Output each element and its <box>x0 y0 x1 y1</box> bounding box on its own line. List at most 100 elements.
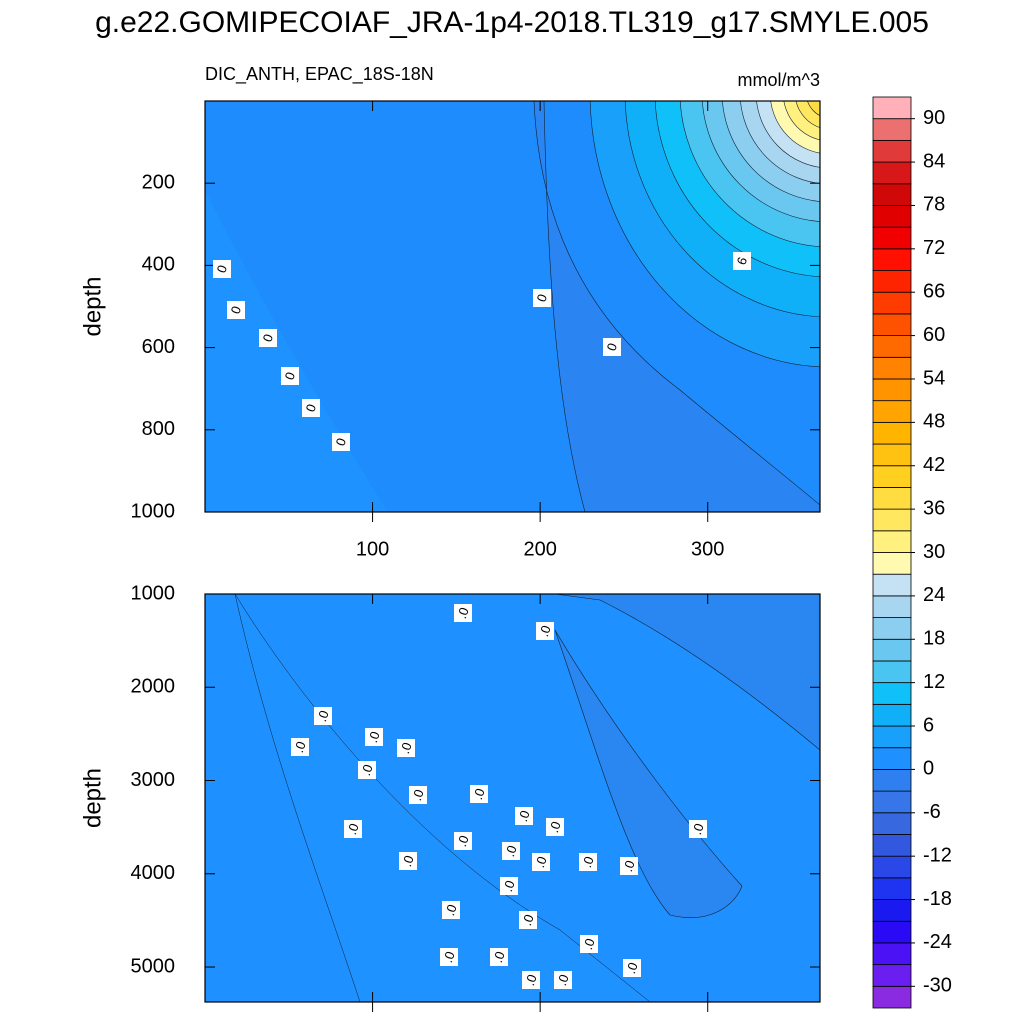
contour-label-bg <box>623 959 641 977</box>
colorbar-tick-label: 12 <box>923 671 945 693</box>
plot-frame <box>204 100 821 513</box>
contour-label: .0 <box>554 972 572 987</box>
units-label: mmol/m^3 <box>738 70 820 90</box>
contour-label-bg <box>365 728 383 746</box>
contour-label: .0 <box>515 808 533 823</box>
colorbar-tick-label: 36 <box>923 497 945 519</box>
field-region <box>554 629 743 918</box>
contour-label-bg <box>519 911 537 929</box>
colorbar-tick-label: -18 <box>923 888 952 910</box>
contour-label-bg <box>536 622 554 640</box>
contour-label-bg <box>291 738 309 756</box>
contour-label: 0 <box>303 402 320 414</box>
colorbar-tick-label: 72 <box>923 237 945 259</box>
y-tick-label: 800 <box>142 418 175 440</box>
contour-label: .0 <box>365 729 383 744</box>
contour-band <box>795 101 820 128</box>
colorbar-box <box>872 552 912 575</box>
colorbar-tick-label: 18 <box>923 628 945 650</box>
colorbar-tick-label: 0 <box>923 758 934 780</box>
field-top <box>205 101 820 512</box>
colorbar-box <box>872 769 912 792</box>
contour-label-bg <box>397 739 415 757</box>
contour-label-bg <box>533 289 551 307</box>
colorbar-box <box>872 205 912 228</box>
contour-label: 0 <box>282 370 299 382</box>
contour-label: .0 <box>522 972 540 987</box>
contour-label-bg <box>213 260 231 278</box>
colorbar-box <box>872 335 912 358</box>
contour-label-bg <box>554 971 572 989</box>
contour-label-bg <box>470 785 488 803</box>
contour-label-bg <box>620 857 638 875</box>
contour-label: .0 <box>344 821 362 836</box>
contour-label-bg <box>440 948 458 966</box>
colorbar-box <box>872 985 912 1009</box>
contour-label-bg <box>603 338 621 356</box>
contour-band <box>783 101 820 141</box>
contour-label: .0 <box>358 762 376 777</box>
colorbar-box <box>872 96 912 120</box>
colorbar-box <box>872 703 912 727</box>
y-tick-label: 400 <box>142 254 175 276</box>
x-tick-label: 100 <box>356 538 389 560</box>
plot-frame <box>204 593 821 1003</box>
y-tick-label: 2000 <box>131 676 176 698</box>
colorbar-box <box>872 161 912 185</box>
contour-label-bg <box>532 853 550 871</box>
contour-label-bg <box>502 842 520 860</box>
contour-label: .0 <box>409 787 427 802</box>
contour-label-bg <box>580 935 598 953</box>
contour-label-bg <box>546 818 564 836</box>
colorbar-box <box>872 530 912 553</box>
colorbar-box <box>872 682 912 705</box>
x-tick-label: 200 <box>523 538 556 560</box>
y-axis-label: depth <box>79 276 106 336</box>
contour-label-bg <box>358 761 376 779</box>
contour-label: .0 <box>546 819 564 834</box>
contour-label-bg <box>454 604 472 622</box>
colorbar-box <box>872 508 912 532</box>
contour-label: 0 <box>534 292 551 304</box>
contour-label-bg <box>409 786 427 804</box>
contour-label: .0 <box>454 833 472 848</box>
contour-label-bg <box>302 399 320 417</box>
contour-label-bg <box>227 301 245 319</box>
colorbar-tick-label: 48 <box>923 411 945 433</box>
field-region <box>533 101 820 512</box>
colorbar-tick-label: -24 <box>923 931 952 953</box>
contour-label: .0 <box>397 740 415 755</box>
colorbar-box <box>872 660 912 684</box>
contour-label: .0 <box>502 843 520 858</box>
colorbar-box <box>872 356 912 380</box>
colorbar-box <box>872 725 912 749</box>
colorbar-box <box>872 899 912 922</box>
contour-band <box>770 101 820 154</box>
colorbar: -30 -24 -18 -12 -6 0 6 12 18 24 30 36 42 48 54 60 66 72 78… <box>872 96 952 1009</box>
contour-label-bg <box>399 852 417 870</box>
contour-label: 0 <box>260 332 277 344</box>
colorbar-box <box>872 964 912 987</box>
figure-title: g.e22.GOMIPECOIAF_JRA-1p4-2018.TL319_g17… <box>95 6 929 39</box>
colorbar-box <box>872 313 912 336</box>
contour-label-bg <box>442 901 460 919</box>
y-tick-label: 600 <box>142 336 175 358</box>
contour-label: .0 <box>500 878 518 893</box>
contour-label: 0 <box>333 436 350 448</box>
colorbar-box <box>872 877 912 900</box>
contour-label-bg <box>259 329 277 347</box>
colorbar-box <box>872 139 912 163</box>
y-tick-label: 1000 <box>131 582 176 604</box>
contour-label: .0 <box>442 902 460 917</box>
colorbar-tick-label: 54 <box>923 367 945 389</box>
colorbar-box <box>872 617 912 640</box>
contour-label-bg <box>281 367 299 385</box>
colorbar-box <box>872 747 912 770</box>
colorbar-box <box>872 942 912 966</box>
colorbar-tick-label: -12 <box>923 844 952 866</box>
contour-label: .0 <box>314 708 332 723</box>
contour-label: .0 <box>470 786 488 801</box>
colorbar-box <box>872 248 912 271</box>
contour-label: .0 <box>440 949 458 964</box>
